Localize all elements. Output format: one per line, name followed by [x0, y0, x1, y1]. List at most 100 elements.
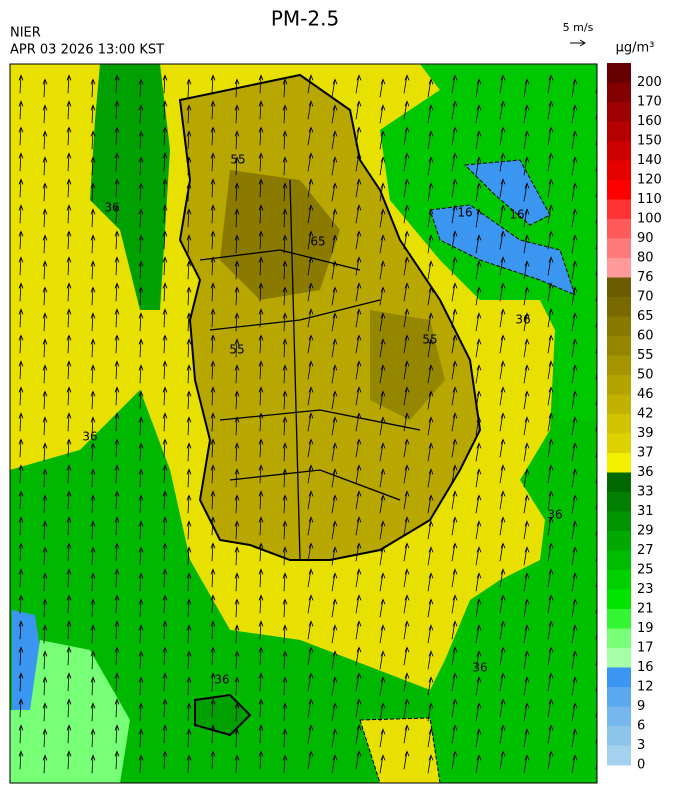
wind-arrow: [186, 442, 192, 462]
wind-arrow: [42, 442, 48, 462]
wind-arrow: [234, 572, 240, 592]
wind-arrow: [427, 286, 434, 306]
wind-arrow: [18, 750, 24, 770]
wind-arrow: [210, 724, 216, 744]
wind-arrow: [427, 234, 434, 254]
wind-arrow: [66, 620, 72, 640]
wind-arrow: [210, 360, 216, 380]
wind-arrow: [379, 286, 386, 306]
wind-arrow: [307, 464, 314, 484]
wind-arrow: [42, 494, 48, 514]
colorbar-label: 33: [637, 485, 654, 500]
wind-arrow: [499, 698, 506, 718]
wind-arrow: [571, 650, 578, 670]
wind-arrow: [138, 156, 144, 176]
wind-arrow: [258, 100, 264, 120]
wind-arrow: [451, 750, 458, 770]
contour-label: 55: [229, 343, 244, 357]
wind-arrow: [258, 126, 264, 146]
wind-arrow: [282, 676, 288, 696]
wind-arrow: [18, 282, 24, 302]
wind-arrow: [355, 204, 362, 224]
wind-arrow: [66, 568, 72, 588]
wind-arrow: [379, 624, 386, 644]
wind-arrow: [186, 598, 192, 618]
wind-arrow: [90, 520, 96, 540]
wind-arrow: [90, 598, 96, 618]
colorbar-segment: [607, 433, 631, 454]
wind-arrow: [379, 572, 386, 592]
wind-arrow: [162, 568, 168, 588]
wind-arrow: [186, 702, 192, 722]
wind-arrow: [234, 208, 240, 228]
wind-arrow: [234, 78, 240, 98]
wind-arrow: [571, 78, 578, 98]
contour-label: 36: [82, 430, 97, 444]
wind-arrow: [66, 308, 72, 328]
wind-arrow: [571, 520, 578, 540]
wind-arrow: [258, 230, 264, 250]
wind-arrow: [282, 728, 288, 748]
wind-arrow: [307, 698, 314, 718]
wind-arrow: [18, 516, 24, 536]
wind-arrow: [162, 516, 168, 536]
wind-arrow: [451, 100, 458, 120]
colorbar-label: 0: [637, 758, 645, 773]
wind-arrow: [355, 308, 362, 328]
coastline: [178, 73, 482, 561]
wind-arrow: [186, 312, 192, 332]
wind-arrow: [331, 624, 338, 644]
wind-arrow: [403, 178, 410, 198]
wind-arrow: [210, 178, 216, 198]
wind-arrow: [403, 490, 410, 510]
wind-arrow: [427, 104, 434, 124]
dark-olive-zone: [370, 310, 445, 420]
colorbar-label: 46: [637, 387, 654, 402]
wind-arrow: [355, 672, 362, 692]
wind-arrow: [427, 364, 434, 384]
colorbar-segment: [607, 336, 631, 356]
wind-arrow: [258, 152, 264, 172]
wind-arrow: [451, 282, 458, 302]
wind-arrow: [475, 468, 482, 488]
wind-arrow: [307, 360, 314, 380]
wind-arrow: [499, 282, 506, 302]
wind-arrow: [475, 572, 482, 592]
wind-arrow: [90, 416, 96, 436]
wind-arrow: [258, 620, 264, 640]
contour-label: 36: [104, 201, 119, 215]
wind-arrow: [403, 412, 410, 432]
colorbar-label: 80: [637, 251, 654, 266]
wind-arrow: [547, 542, 554, 562]
wind-arrow: [475, 520, 482, 540]
wind-arrow: [523, 364, 530, 384]
wind-arrow: [42, 754, 48, 774]
wind-arrow: [475, 78, 482, 98]
wind-arrow: [475, 182, 482, 202]
wind-arrow: [114, 464, 120, 484]
wind-arrow: [427, 676, 434, 696]
wind-arrow: [451, 724, 458, 744]
wind-arrow: [475, 494, 482, 514]
wind-arrow: [186, 182, 192, 202]
colorbar-segment: [607, 648, 631, 668]
wind-arrow: [66, 672, 72, 692]
wind-arrow: [66, 152, 72, 172]
wind-arrow: [475, 286, 482, 306]
wind-arrow: [258, 750, 264, 770]
wind-arrow: [90, 728, 96, 748]
wind-arrow: [523, 208, 530, 228]
wind-arrow: [234, 494, 240, 514]
colorbar-label: 50: [637, 368, 654, 383]
wind-arrow: [42, 78, 48, 98]
wind-arrow: [234, 650, 240, 670]
wind-arrow: [523, 650, 530, 670]
wind-arrow: [403, 672, 410, 692]
wind-arrow: [355, 256, 362, 276]
wind-arrow: [499, 594, 506, 614]
wind-arrow: [547, 360, 554, 380]
wind-arrow: [571, 208, 578, 228]
wind-arrow: [427, 598, 434, 618]
wind-arrow: [282, 546, 288, 566]
wind-arrow: [210, 282, 216, 302]
